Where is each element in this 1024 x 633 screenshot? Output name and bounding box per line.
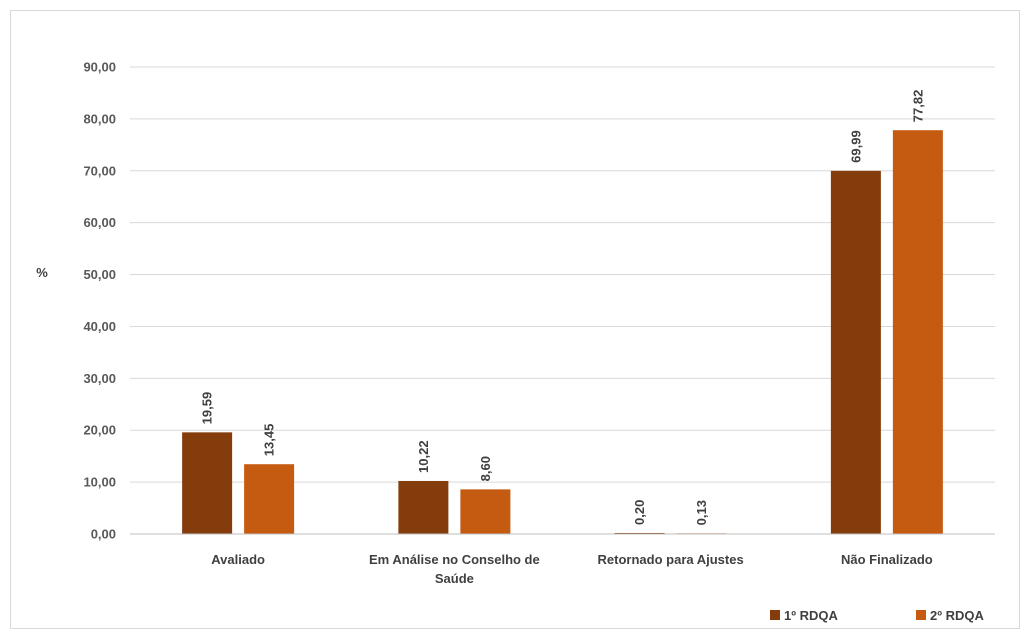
legend-label: 2º RDQA [930, 608, 984, 623]
data-label: 69,99 [848, 130, 863, 163]
y-axis-ticks: 0,00 10,00 20,00 30,00 40,00 50,00 60,00 70,00 8… [83, 60, 116, 542]
data-label: 19,59 [200, 392, 215, 425]
x-axis-categories: Avaliado Em Análise no Conselho de Saúde Re… [211, 552, 933, 586]
y-tick-label: 20,00 [83, 423, 116, 438]
x-category-label: Saúde [435, 571, 474, 586]
legend-swatch [770, 610, 780, 620]
data-label: 13,45 [262, 424, 277, 457]
data-label: 0,20 [632, 500, 647, 525]
data-label: 8,60 [478, 456, 493, 481]
x-category-label: Em Análise no Conselho de [369, 552, 540, 567]
legend-label: 1º RDQA [784, 608, 838, 623]
x-category-label: Avaliado [211, 552, 265, 567]
y-tick-label: 60,00 [83, 215, 116, 230]
bars [182, 130, 943, 535]
bar [460, 489, 511, 534]
y-axis-label: % [36, 265, 48, 280]
y-tick-label: 80,00 [83, 111, 116, 126]
x-category-label: Retornado para Ajustes [598, 552, 744, 567]
legend: 1º RDQA 2º RDQA [770, 608, 984, 623]
data-label: 0,13 [694, 500, 709, 525]
data-labels: 19,59 13,45 10,22 8,60 0,20 0,13 69,99 77,82 [200, 90, 926, 526]
y-tick-label: 30,00 [83, 371, 116, 386]
y-tick-label: 70,00 [83, 163, 116, 178]
data-label: 77,82 [910, 90, 925, 123]
bar [398, 480, 449, 534]
y-tick-label: 50,00 [83, 267, 116, 282]
y-tick-label: 10,00 [83, 475, 116, 490]
bar [830, 170, 881, 535]
bar [244, 464, 295, 534]
bar [892, 130, 943, 534]
y-tick-label: 40,00 [83, 319, 116, 334]
legend-swatch [916, 610, 926, 620]
data-label: 10,22 [416, 440, 431, 473]
bar [182, 432, 233, 534]
y-tick-label: 0,00 [91, 527, 116, 542]
x-category-label: Não Finalizado [841, 552, 933, 567]
bar [614, 532, 665, 534]
y-tick-label: 90,00 [83, 60, 116, 75]
